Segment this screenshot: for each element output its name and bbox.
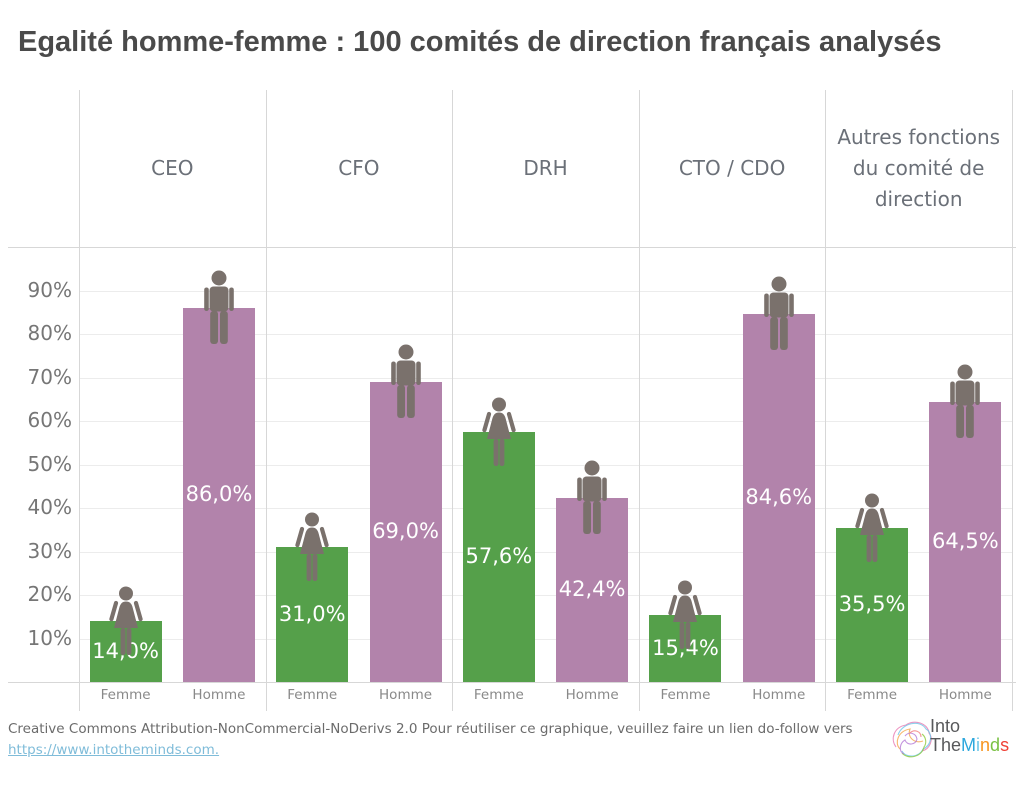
woman-icon [289, 512, 335, 586]
x-axis-line [8, 682, 1016, 683]
y-axis-tick-label: 10% [27, 625, 72, 650]
x-axis-category-label: Femme [660, 687, 711, 703]
woman-icon [103, 586, 149, 660]
panel-divider [638, 90, 640, 711]
man-icon [572, 460, 612, 540]
logo-letter: d [990, 735, 1001, 755]
y-axis-tick-label: 30% [27, 538, 72, 563]
bar-femme [836, 527, 909, 682]
bar-value-label: 35,5% [838, 591, 906, 616]
bar-value-label: 64,5% [931, 528, 999, 553]
bar-homme [742, 314, 815, 682]
gridline [79, 638, 1012, 640]
y-axis-tick-label: 60% [27, 408, 72, 433]
y-axis-tick-label: 90% [27, 277, 72, 302]
panel-divider [452, 90, 454, 711]
header-plot-separator [8, 247, 1016, 248]
gridline [79, 290, 1012, 292]
bar-value-label: 15,4% [652, 635, 719, 660]
bar-value-label: 84,6% [745, 485, 813, 510]
panel-header-4: CTO / CDO [678, 156, 786, 180]
gridline [79, 334, 1012, 336]
logo-line2-prefix: The [930, 735, 962, 755]
panel-header-3: DRH [523, 156, 568, 180]
bar-value-label: 14,0% [92, 638, 159, 663]
y-axis-tick-label: 50% [27, 451, 72, 476]
woman-icon [662, 580, 708, 654]
panel-header-5: Autres fonctions du comité de direction [837, 125, 1001, 211]
brain-logo-icon [892, 721, 932, 758]
x-axis-category-label: Homme [379, 687, 433, 703]
y-axis-tick-label: 70% [27, 364, 72, 389]
gridline [79, 421, 1012, 423]
x-axis-category-label: Homme [192, 687, 246, 703]
license-text: Creative Commons Attribution-NonCommerci… [8, 721, 853, 737]
y-axis-tick-label: 20% [27, 582, 72, 607]
x-axis-category-label: Femme [100, 687, 151, 703]
x-axis-category-label: Femme [847, 687, 898, 703]
x-axis-category-label: Homme [565, 687, 619, 703]
bar-femme [649, 615, 722, 682]
bar-value-label: 42,4% [558, 576, 626, 601]
bar-homme [556, 497, 629, 682]
logo-line1: Into [930, 716, 961, 736]
panel-divider [1012, 90, 1013, 711]
chart-title: Egalité homme-femme : 100 comités de dir… [18, 26, 942, 58]
intotheminds-link[interactable]: https://www.intotheminds.com. [8, 742, 220, 758]
logo-wordmark: Into TheMinds [930, 717, 1009, 755]
bar-femme [89, 621, 162, 682]
man-icon [945, 364, 985, 444]
logo-minds-letters: Minds [961, 735, 1009, 755]
logo-letter: s [1000, 735, 1010, 755]
panel-divider [825, 90, 827, 711]
bar-homme [369, 382, 442, 682]
x-axis-category-label: Femme [473, 687, 524, 703]
gridline [79, 464, 1012, 466]
gridline [79, 508, 1012, 510]
y-axis-tick-label: 40% [27, 495, 72, 520]
bar-value-label: 57,6% [465, 543, 533, 568]
man-icon [759, 276, 799, 356]
man-icon [199, 270, 239, 350]
woman-icon [476, 397, 522, 471]
man-icon [386, 344, 426, 424]
footer-license: Creative Commons Attribution-NonCommerci… [8, 719, 888, 761]
woman-icon [849, 493, 895, 567]
logo-letter: i [976, 735, 981, 755]
intotheminds-logo: Into TheMinds [886, 703, 1016, 781]
bar-value-label: 69,0% [372, 519, 439, 544]
gridline [79, 377, 1012, 379]
bar-femme [462, 431, 535, 682]
logo-letter: M [961, 735, 977, 755]
bar-value-label: 31,0% [278, 601, 346, 626]
gridline [79, 595, 1012, 597]
logo-letter: n [980, 735, 991, 755]
x-axis-category-label: Homme [752, 687, 806, 703]
panel-header-2: CFO [338, 156, 380, 180]
bar-homme [182, 308, 255, 682]
bar-homme [929, 401, 1002, 682]
gridline [79, 551, 1012, 553]
x-axis-category-label: Homme [938, 687, 992, 703]
panel-divider [79, 90, 80, 711]
panel-header-1: CEO [151, 156, 194, 180]
x-axis-category-label: Femme [287, 687, 338, 703]
y-axis-tick-label: 80% [27, 321, 72, 346]
panel-divider [265, 90, 267, 711]
bar-value-label: 86,0% [185, 482, 253, 507]
bar-femme [276, 547, 349, 682]
